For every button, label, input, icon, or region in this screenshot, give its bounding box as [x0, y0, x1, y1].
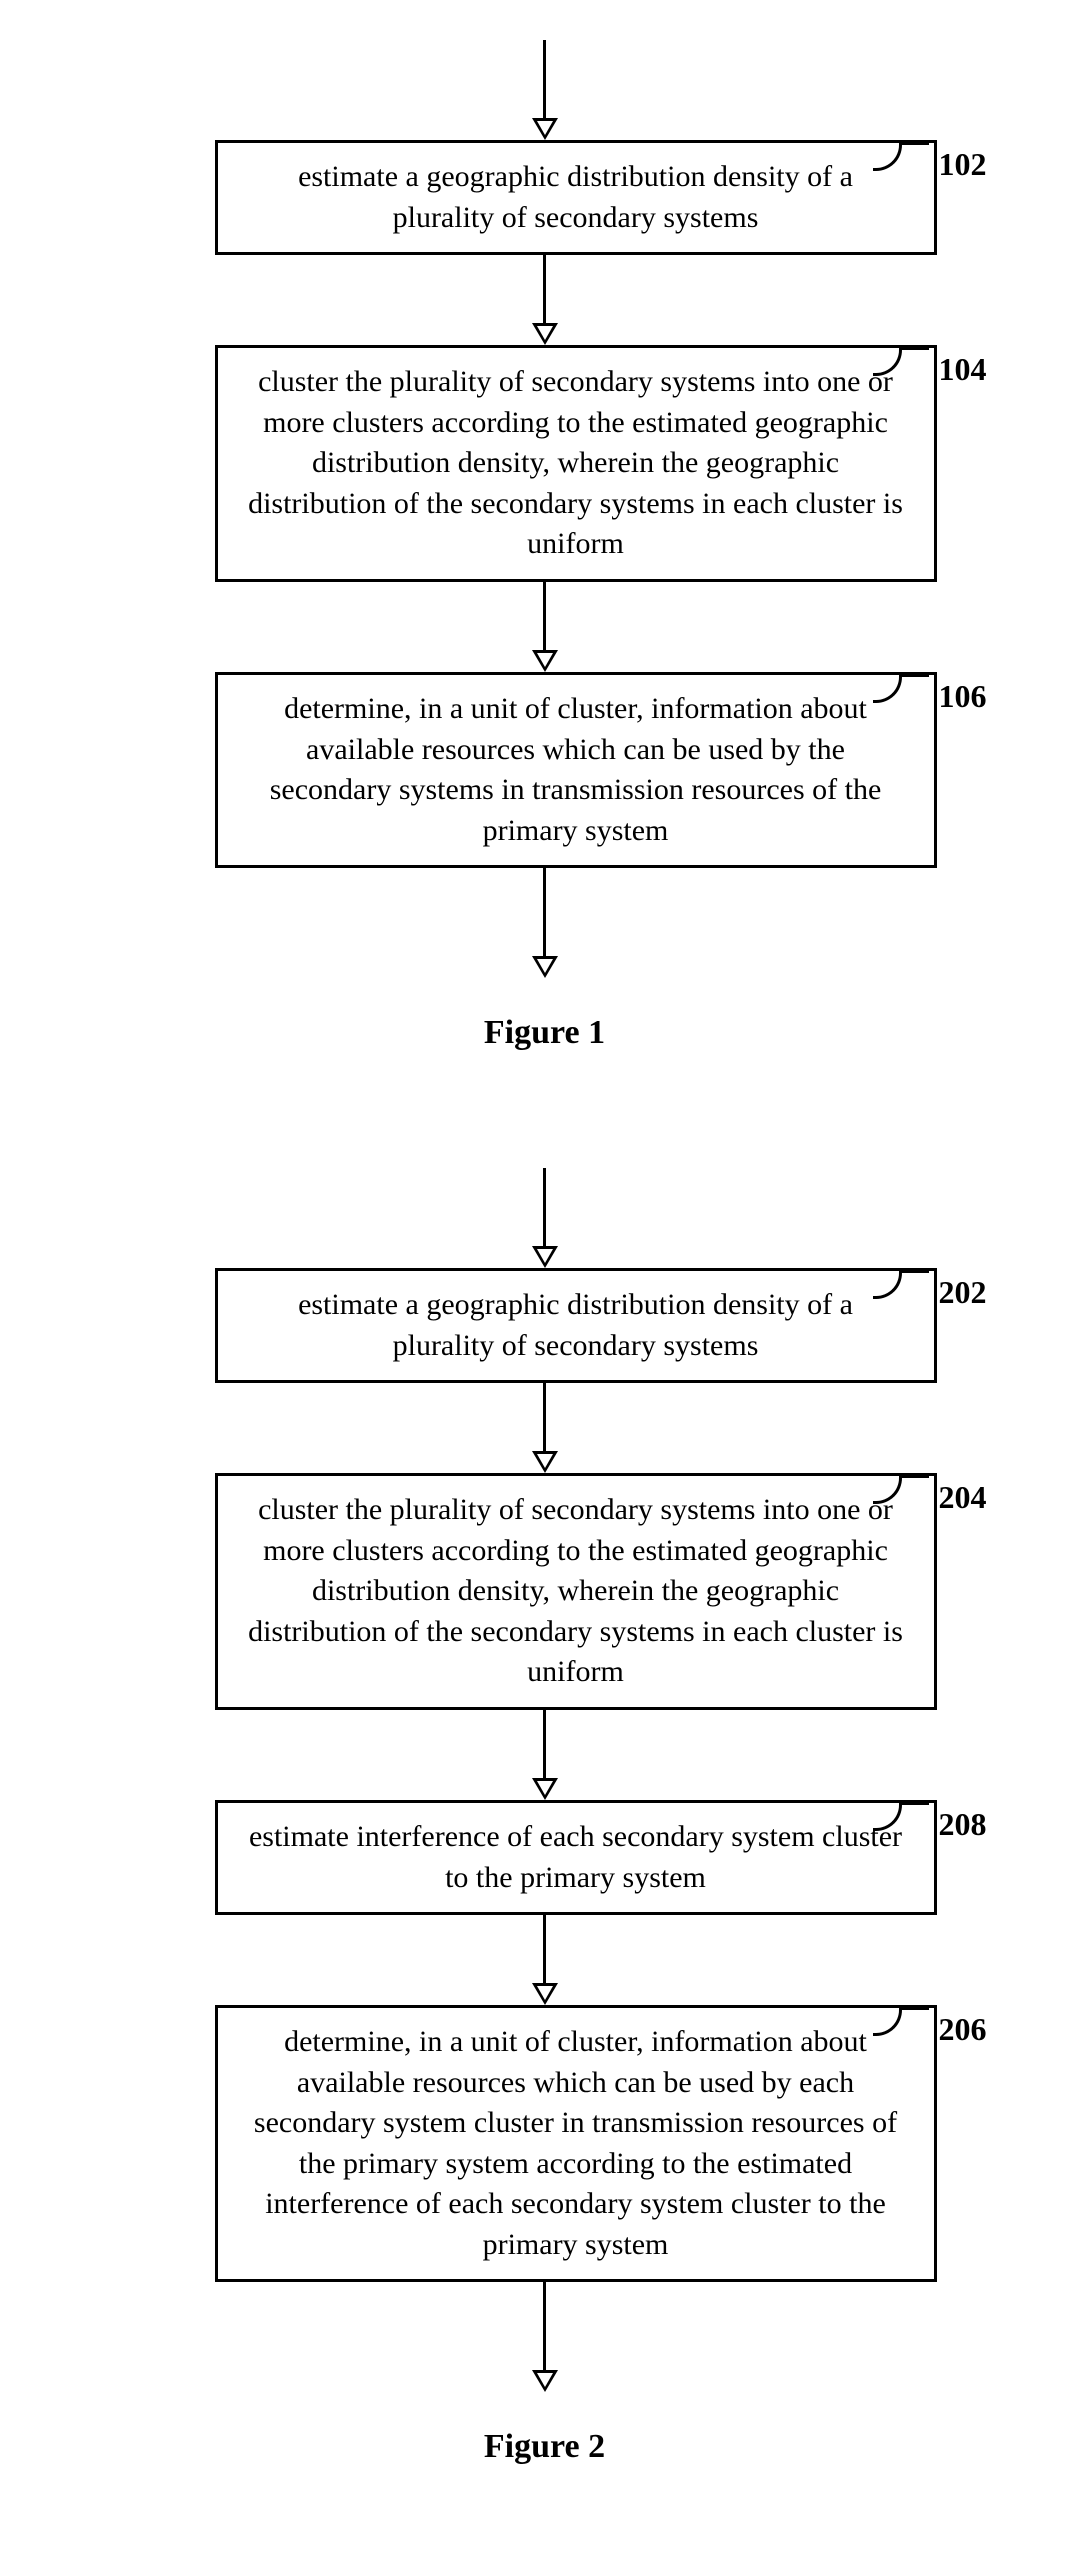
step-label: 204	[939, 1479, 987, 1516]
flow-step-box: estimate a geographic distribution densi…	[215, 1268, 937, 1383]
leader-line	[899, 142, 929, 145]
figure-2-flowchart: estimate a geographic distribution densi…	[165, 1168, 925, 2462]
figure-caption: Figure 2	[165, 2428, 925, 2466]
leader-line	[899, 347, 929, 350]
leader-line	[899, 2007, 929, 2010]
connector	[543, 582, 546, 652]
step-label: 104	[939, 351, 987, 388]
page: estimate a geographic distribution densi…	[0, 0, 1089, 2562]
connector	[543, 1710, 546, 1780]
arrowhead-icon	[532, 650, 558, 672]
leader-line	[899, 1802, 929, 1805]
figure-1-flowchart: estimate a geographic distribution densi…	[165, 40, 925, 1048]
arrowhead-icon	[532, 1246, 558, 1268]
connector	[543, 40, 546, 120]
arrowhead-icon	[532, 1983, 558, 2005]
flow-step-box: determine, in a unit of cluster, informa…	[215, 672, 937, 868]
arrowhead-icon	[532, 1778, 558, 1800]
step-label: 208	[939, 1806, 987, 1843]
arrowhead-icon	[532, 323, 558, 345]
flow-step-box: cluster the plurality of secondary syste…	[215, 1473, 937, 1710]
leader-line	[899, 1270, 929, 1273]
step-label: 202	[939, 1274, 987, 1311]
step-label: 106	[939, 678, 987, 715]
leader-line	[899, 1475, 929, 1478]
arrowhead-icon	[532, 1451, 558, 1473]
connector	[543, 255, 546, 325]
step-label: 102	[939, 146, 987, 183]
connector	[543, 1383, 546, 1453]
connector	[543, 1168, 546, 1248]
figure-caption: Figure 1	[165, 1014, 925, 1052]
flow-step-box: determine, in a unit of cluster, informa…	[215, 2005, 937, 2282]
connector	[543, 1915, 546, 1985]
arrowhead-icon	[532, 118, 558, 140]
arrowhead-icon	[532, 2370, 558, 2392]
connector	[543, 2282, 546, 2372]
arrowhead-icon	[532, 956, 558, 978]
flow-step-box: cluster the plurality of secondary syste…	[215, 345, 937, 582]
leader-line	[899, 674, 929, 677]
flow-step-box: estimate interference of each secondary …	[215, 1800, 937, 1915]
flow-step-box: estimate a geographic distribution densi…	[215, 140, 937, 255]
step-label: 206	[939, 2011, 987, 2048]
connector	[543, 868, 546, 958]
